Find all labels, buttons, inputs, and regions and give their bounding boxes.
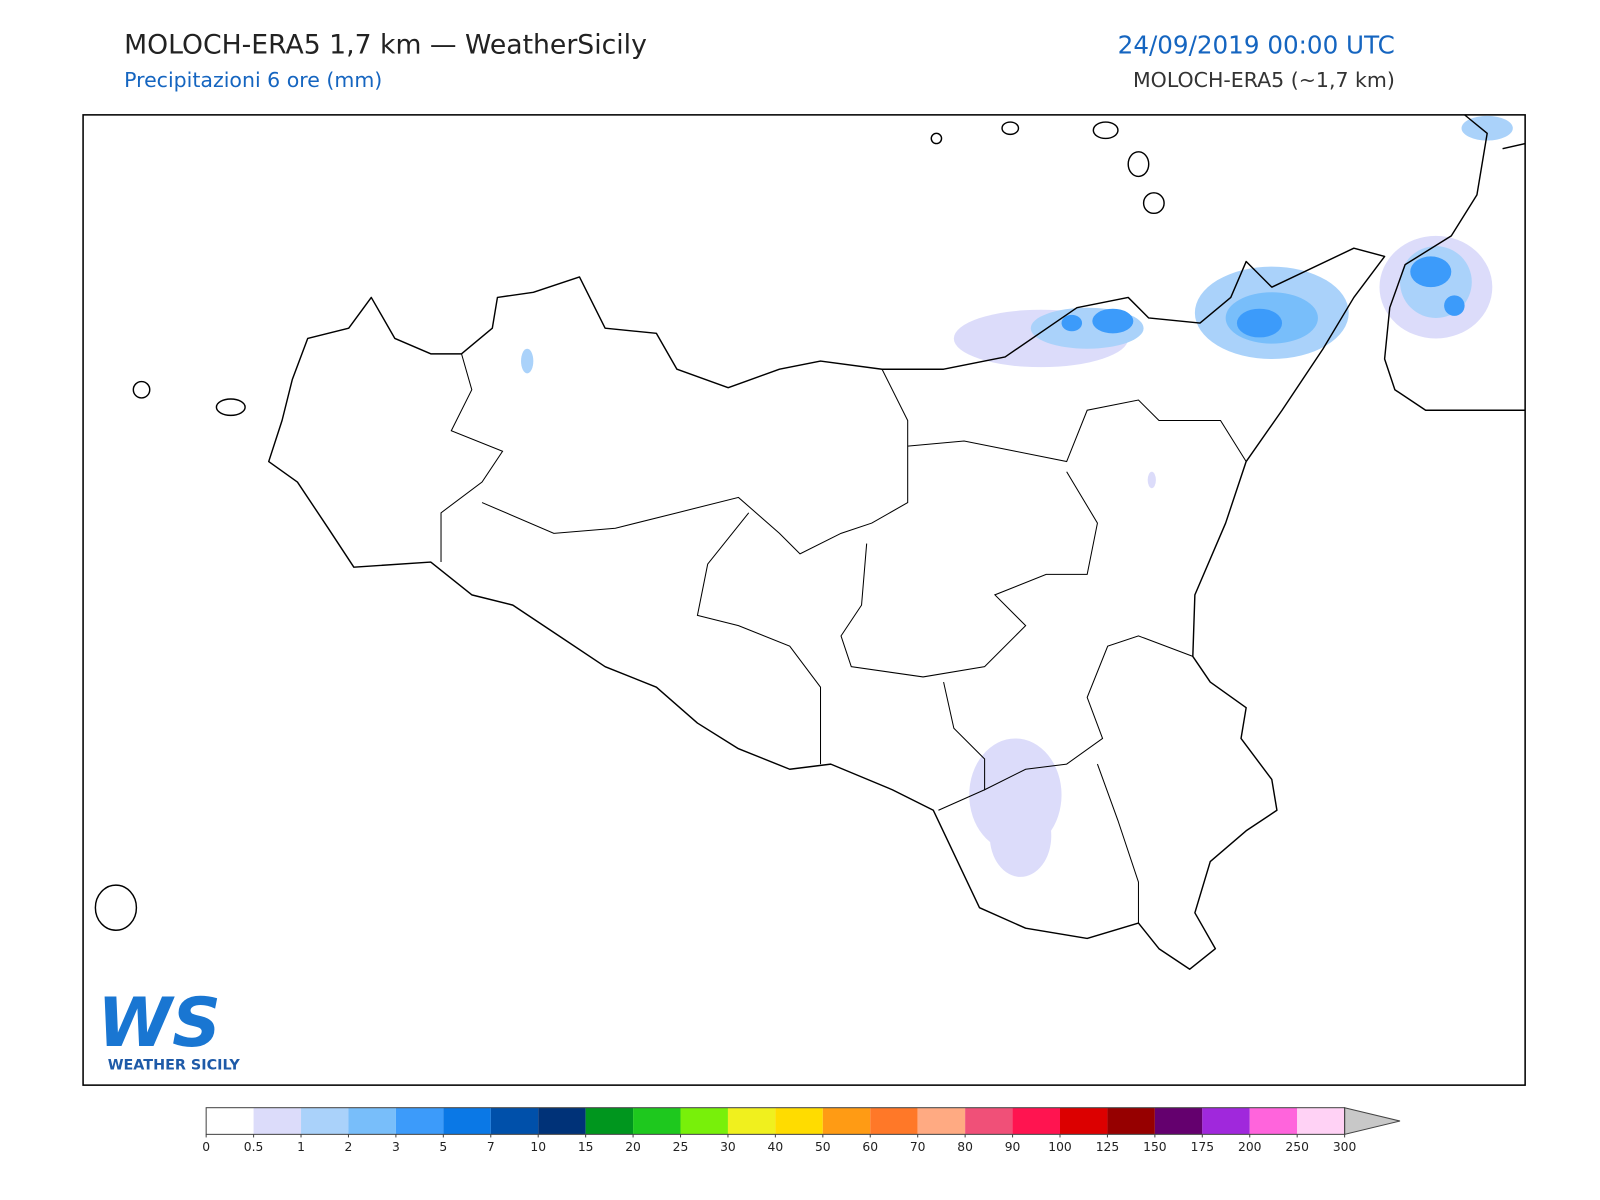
colorbar-label: 10 xyxy=(530,1140,546,1154)
colorbar-label: 150 xyxy=(1143,1140,1166,1154)
colorbar-label: 0.5 xyxy=(244,1140,264,1154)
island xyxy=(1142,192,1165,215)
map-frame xyxy=(82,114,1526,1086)
colorbar-extend xyxy=(1344,1107,1401,1136)
calabria-coast xyxy=(1502,142,1526,150)
colorbar-label: 7 xyxy=(487,1140,495,1154)
colorbar-segment xyxy=(443,1107,491,1135)
colorbar-segment xyxy=(965,1107,1013,1135)
island xyxy=(1092,121,1119,140)
island xyxy=(132,380,151,399)
date: 24/09/2019 00:00 UTC xyxy=(1118,30,1395,59)
colorbar-label: 175 xyxy=(1191,1140,1214,1154)
model: MOLOCH-ERA5 (~1,7 km) xyxy=(1133,68,1395,92)
colorbar-segment xyxy=(395,1107,444,1135)
colorbar-segment xyxy=(633,1107,681,1135)
colorbar-segment xyxy=(1202,1107,1250,1135)
colorbar-label: 125 xyxy=(1096,1140,1119,1154)
precip-area xyxy=(989,794,1052,877)
province-boundary xyxy=(840,471,1098,678)
colorbar-segment xyxy=(1297,1107,1345,1135)
colorbar-label: 25 xyxy=(673,1140,689,1154)
title: MOLOCH-ERA5 1,7 km — WeatherSicily xyxy=(124,29,647,60)
precip-area xyxy=(1444,295,1465,316)
map-area xyxy=(82,114,1526,1086)
colorbar-segment xyxy=(917,1107,966,1135)
colorbar-label: 15 xyxy=(578,1140,594,1154)
province-boundary xyxy=(938,763,1139,924)
colorbar-segment xyxy=(680,1107,728,1135)
colorbar-label: 100 xyxy=(1048,1140,1071,1154)
province-boundary xyxy=(696,512,822,765)
colorbar-segment xyxy=(775,1107,823,1135)
colorbar-segment xyxy=(206,1107,254,1135)
colorbar-segment xyxy=(538,1107,586,1135)
island xyxy=(1127,151,1150,178)
colorbar-segment xyxy=(870,1107,918,1135)
province-boundary xyxy=(481,369,909,555)
colorbar-label: 80 xyxy=(957,1140,973,1154)
logo-mark: WS xyxy=(97,983,220,1062)
colorbar-label: 90 xyxy=(1005,1140,1021,1154)
precip-area xyxy=(521,348,534,374)
colorbar-segment xyxy=(1154,1107,1203,1135)
colorbar-segment xyxy=(727,1107,776,1135)
colorbar-label: 40 xyxy=(768,1140,784,1154)
subtitle: Precipitazioni 6 ore (mm) xyxy=(124,68,382,92)
province-boundary xyxy=(440,353,504,563)
colorbar-segment xyxy=(1012,1107,1060,1135)
colorbar-label: 70 xyxy=(910,1140,926,1154)
colorbar-segment xyxy=(253,1107,302,1135)
calabria-coast xyxy=(1383,114,1526,411)
logo-name: WEATHER SICILY xyxy=(108,1058,241,1074)
colorbar-segment xyxy=(490,1107,539,1135)
colorbar-label: 30 xyxy=(720,1140,736,1154)
province-boundary xyxy=(943,635,1194,791)
island xyxy=(215,398,246,417)
colorbar-label: 250 xyxy=(1285,1140,1308,1154)
colorbar-segment xyxy=(1249,1107,1298,1135)
colorbar-segment xyxy=(1107,1107,1155,1135)
colorbar-segment xyxy=(348,1107,396,1135)
logo: WS WEATHER SICILY xyxy=(97,983,240,1074)
colorbar-segment xyxy=(301,1107,349,1135)
province-boundary xyxy=(907,399,1247,463)
precip-area xyxy=(1061,314,1083,332)
colorbar-segment xyxy=(585,1107,634,1135)
island xyxy=(930,132,943,145)
colorbar: 0 0.5 1 2 3 5 7 10 15 20 25 30 40 50 60 70 80 90 100 125 150… xyxy=(202,1107,1401,1154)
precip-area xyxy=(1147,471,1156,489)
colorbar-label: 200 xyxy=(1238,1140,1261,1154)
colorbar-segment xyxy=(822,1107,871,1135)
colorbar-label: 5 xyxy=(439,1140,447,1154)
precip-area xyxy=(1092,308,1134,334)
precip-area xyxy=(1410,256,1452,288)
sicily-coast xyxy=(267,247,1386,970)
colorbar-segment xyxy=(1060,1107,1108,1135)
colorbar-label: 60 xyxy=(862,1140,878,1154)
precipitation xyxy=(521,115,1513,877)
precip-area xyxy=(1236,308,1283,338)
island xyxy=(1001,121,1020,136)
colorbar-label: 3 xyxy=(392,1140,400,1154)
island xyxy=(94,884,138,931)
colorbar-label: 50 xyxy=(815,1140,831,1154)
colorbar-label: 1 xyxy=(297,1140,305,1154)
colorbar-label: 20 xyxy=(625,1140,641,1154)
colorbar-label: 0 xyxy=(202,1140,210,1154)
colorbar-label: 2 xyxy=(345,1140,353,1154)
colorbar-label: 300 xyxy=(1333,1140,1356,1154)
